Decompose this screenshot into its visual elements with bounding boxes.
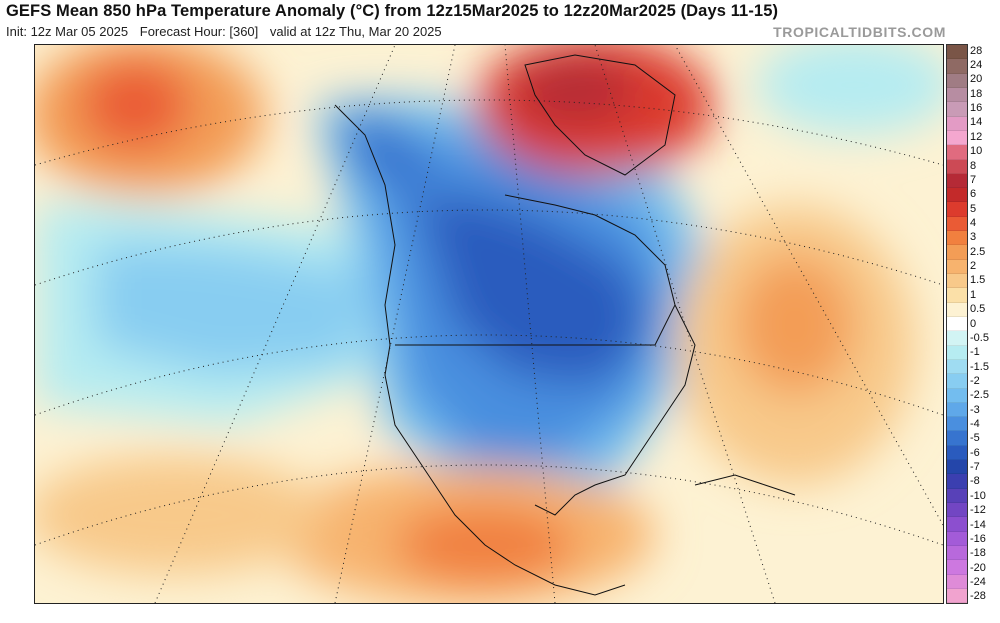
- colorbar-tick-label: -8: [970, 475, 980, 488]
- anomaly-field: [35, 45, 943, 603]
- colorbar-tick-label: -16: [970, 532, 986, 545]
- colorbar-segment: [947, 503, 967, 518]
- colorbar-segment: [947, 588, 967, 604]
- colorbar-tick-label: 0: [970, 317, 977, 330]
- colorbar-tick-label: 16: [970, 102, 983, 115]
- colorbar-segment: [947, 417, 967, 432]
- colorbar-tick-label: 7: [970, 173, 977, 186]
- colorbar-segment: [947, 388, 967, 403]
- colorbar-tick-label: -6: [970, 446, 980, 459]
- colorbar-tick-label: -1.5: [970, 360, 989, 373]
- colorbar-segment: [947, 231, 967, 246]
- colorbar-segment: [947, 259, 967, 274]
- colorbar-tick-label: 0.5: [970, 303, 986, 316]
- colorbar-segment: [947, 245, 967, 260]
- colorbar-segment: [947, 216, 967, 232]
- colorbar-tick-label: -28: [970, 590, 986, 603]
- colorbar-segment: [947, 545, 967, 561]
- colorbar-segment: [947, 45, 967, 60]
- colorbar-tick-label: -2: [970, 374, 980, 387]
- colorbar-tick-label: 28: [970, 44, 983, 57]
- colorbar-segment: [947, 560, 967, 575]
- colorbar-tick-label: -2.5: [970, 389, 989, 402]
- colorbar-tick-label: 2: [970, 260, 977, 273]
- colorbar-tick-label: 24: [970, 59, 983, 72]
- colorbar-tick-label: -5: [970, 432, 980, 445]
- colorbar-tick-label: -0.5: [970, 331, 989, 344]
- graticule: [35, 45, 943, 603]
- colorbar-segment: [947, 574, 967, 589]
- colorbar-segment: [947, 531, 967, 546]
- colorbar-tick-label: -3: [970, 403, 980, 416]
- init-time: Init: 12z Mar 05 2025: [6, 24, 129, 39]
- colorbar-segment: [947, 188, 967, 203]
- valid-time: valid at 12z Thu, Mar 20 2025: [269, 24, 442, 39]
- colorbar-segment: [947, 402, 967, 418]
- colorbar-segment: [947, 202, 967, 217]
- forecast-hour: Forecast Hour: [360]: [139, 24, 259, 39]
- colorbar-segment: [947, 73, 967, 88]
- colorbar-tick-label: 18: [970, 87, 983, 100]
- colorbar-tick-label: 5: [970, 202, 977, 215]
- colorbar-segment: [947, 102, 967, 117]
- colorbar-segment: [947, 130, 967, 146]
- colorbar-segment: [947, 374, 967, 389]
- colorbar-segment: [947, 116, 967, 131]
- colorbar-tick-label: -24: [970, 575, 986, 588]
- colorbar-tick-label: 1: [970, 288, 977, 301]
- colorbar-tick-label: -10: [970, 489, 986, 502]
- colorbar-tick-label: -20: [970, 561, 986, 574]
- colorbar-tick-label: -7: [970, 461, 980, 474]
- anomaly-map: [34, 44, 944, 604]
- colorbar-segment: [947, 331, 967, 346]
- colorbar-segment: [947, 517, 967, 532]
- colorbar-segment: [947, 302, 967, 317]
- site-watermark: TROPICALTIDBITS.COM: [773, 24, 946, 40]
- colorbar-tick-label: -1: [970, 346, 980, 359]
- colorbar-segment: [947, 59, 967, 74]
- colorbar: [946, 44, 968, 604]
- colorbar-tick-label: 3: [970, 231, 977, 244]
- colorbar-segment: [947, 460, 967, 475]
- colorbar-segment: [947, 159, 967, 174]
- colorbar-segment: [947, 274, 967, 289]
- colorbar-segment: [947, 488, 967, 503]
- map-canvas: [35, 45, 943, 603]
- colorbar-tick-label: 14: [970, 116, 983, 129]
- colorbar-segment: [947, 431, 967, 446]
- colorbar-tick-label: 6: [970, 188, 977, 201]
- colorbar-tick-label: 8: [970, 159, 977, 172]
- colorbar-segment: [947, 474, 967, 489]
- colorbar-tick-label: 12: [970, 130, 983, 143]
- colorbar-segment: [947, 345, 967, 360]
- colorbar-tick-label: -18: [970, 547, 986, 560]
- colorbar-segment: [947, 173, 967, 189]
- coastlines: [334, 54, 796, 596]
- colorbar-tick-label: -12: [970, 504, 986, 517]
- colorbar-segment: [947, 288, 967, 303]
- colorbar-tick-label: 10: [970, 145, 983, 158]
- colorbar-segment: [947, 359, 967, 375]
- colorbar-tick-label: -14: [970, 518, 986, 531]
- colorbar-segment: [947, 316, 967, 332]
- colorbar-labels: 28 24 20 18 16 14 12 10 8 7 6 5 4 3 2.5 2 1.5 1 0.5 0 -0.5 -1…: [970, 44, 989, 604]
- colorbar-tick-label: 20: [970, 73, 983, 86]
- colorbar-segment: [947, 87, 967, 103]
- colorbar-tick-label: 2.5: [970, 245, 986, 258]
- colorbar-segment: [947, 145, 967, 160]
- colorbar-segment: [947, 445, 967, 461]
- chart-subtitle: Init: 12z Mar 05 2025 Forecast Hour: [36…: [6, 24, 450, 39]
- colorbar-tick-label: 1.5: [970, 274, 986, 287]
- colorbar-tick-label: -4: [970, 418, 980, 431]
- chart-title: GEFS Mean 850 hPa Temperature Anomaly (°…: [6, 2, 779, 20]
- colorbar-tick-label: 4: [970, 216, 977, 229]
